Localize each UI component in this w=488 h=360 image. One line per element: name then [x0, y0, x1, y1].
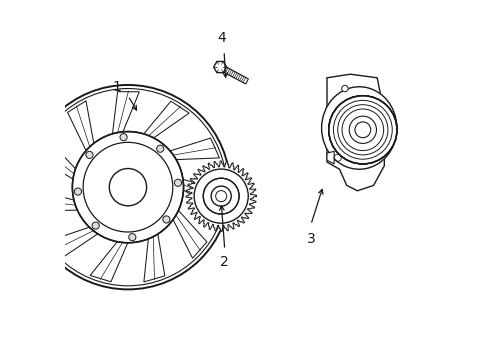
Text: 4: 4 — [216, 31, 225, 45]
Circle shape — [328, 96, 396, 164]
Circle shape — [128, 234, 136, 241]
Circle shape — [156, 145, 163, 152]
Ellipse shape — [321, 87, 396, 169]
Polygon shape — [218, 64, 248, 84]
Circle shape — [341, 85, 347, 92]
Circle shape — [74, 188, 81, 195]
Circle shape — [211, 186, 231, 206]
Circle shape — [328, 96, 396, 164]
Polygon shape — [185, 161, 256, 231]
Circle shape — [348, 116, 376, 143]
Circle shape — [72, 132, 183, 243]
Circle shape — [348, 116, 376, 143]
Circle shape — [203, 178, 239, 214]
Circle shape — [109, 168, 146, 206]
Circle shape — [163, 216, 170, 223]
Text: 1: 1 — [113, 80, 122, 94]
Circle shape — [120, 134, 127, 141]
Circle shape — [194, 169, 248, 223]
Polygon shape — [326, 151, 333, 164]
Circle shape — [174, 179, 181, 186]
Circle shape — [92, 222, 99, 229]
Circle shape — [26, 85, 230, 289]
Text: 3: 3 — [306, 232, 315, 246]
Circle shape — [86, 151, 93, 158]
Text: 2: 2 — [220, 256, 229, 270]
Polygon shape — [213, 62, 226, 73]
Polygon shape — [326, 74, 384, 191]
